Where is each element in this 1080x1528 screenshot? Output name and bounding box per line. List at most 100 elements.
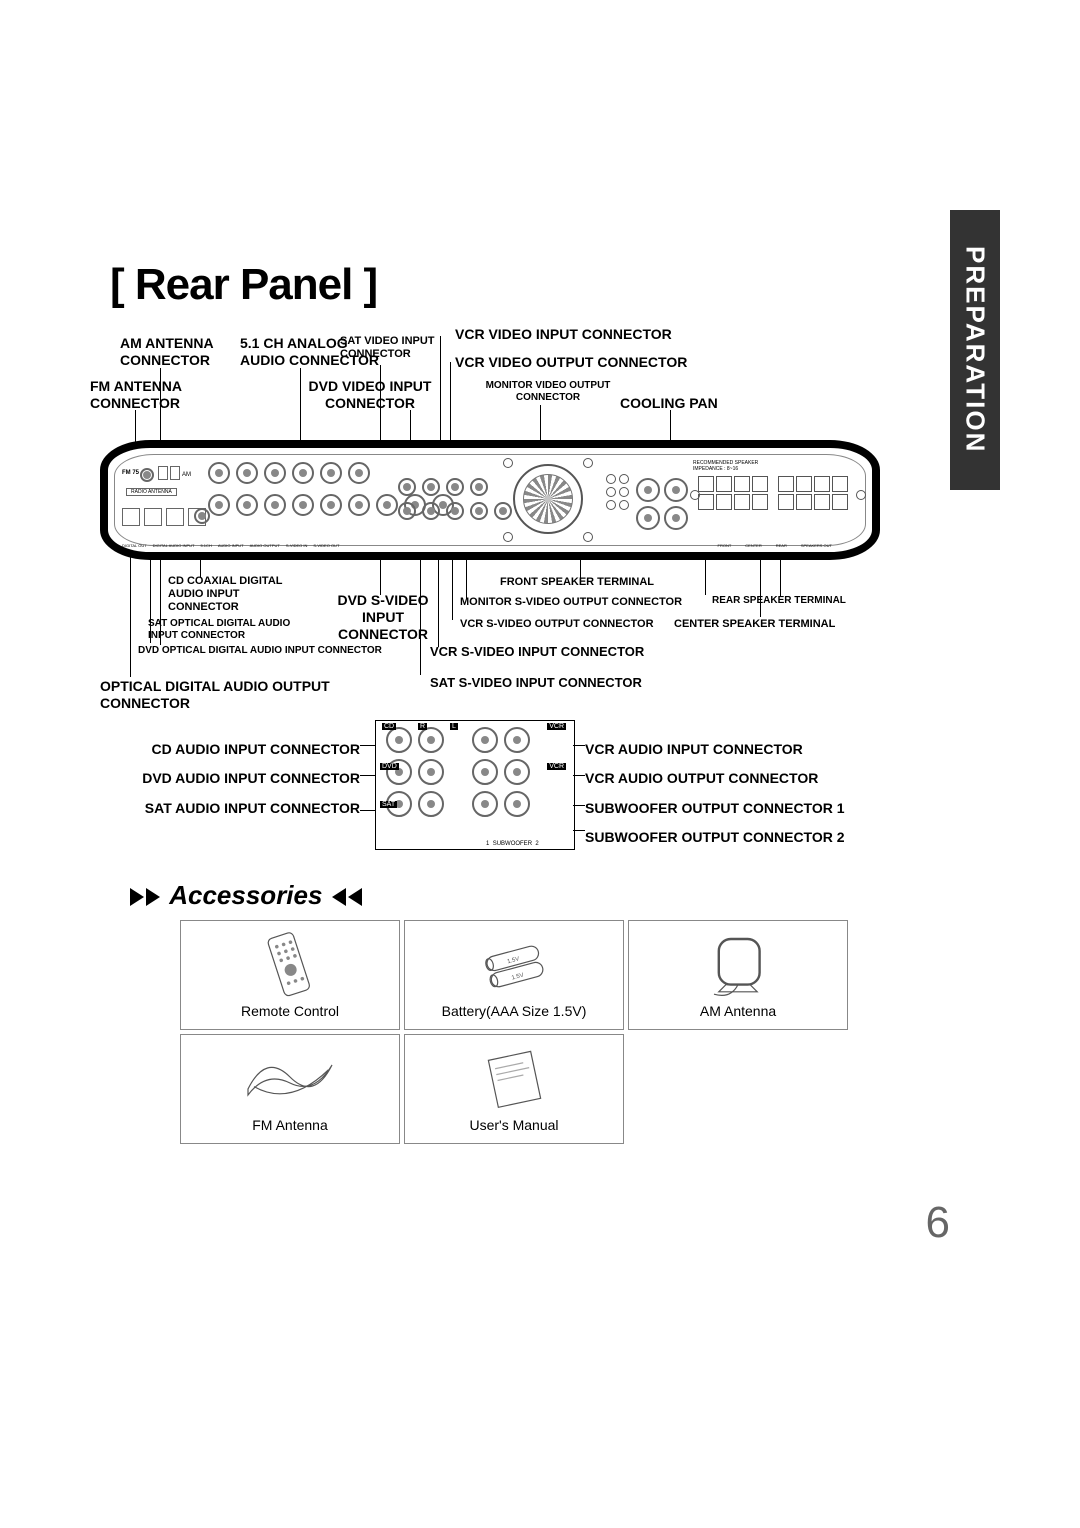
leader-line [440,336,441,451]
cluster-sub-label: 1 SUBWOOFER 2 [486,841,539,847]
label-vcr-video-in: VCR VIDEO INPUT CONNECTOR [455,326,672,343]
jack-row [398,502,512,520]
triangle-left-icon [348,888,362,906]
big-terminal [636,506,660,530]
accessories-heading: Accessories [130,880,362,911]
label-dvd-svideo: DVD S-VIDEO INPUT CONNECTOR [328,592,438,642]
list-item: CD AUDIO INPUT CONNECTOR [100,735,360,764]
list-item: SUBWOOFER OUTPUT CONNECTOR 2 [585,823,845,852]
leader-line [573,775,585,776]
screw-icon [690,490,700,500]
label-vcr-svideo-out: VCR S-VIDEO OUTPUT CONNECTOR [460,618,654,631]
jack-row [208,462,370,484]
label-optical-out: OPTICAL DIGITAL AUDIO OUTPUT CONNECTOR [100,678,350,712]
leader-line [438,555,439,647]
label-cd-coax: CD COAXIAL DIGITAL AUDIO INPUT CONNECTOR [168,575,308,615]
panel-text: AM [182,472,191,478]
leader-line [300,368,301,448]
label-center-spk: CENTER SPEAKER TERMINAL [674,618,835,631]
leader-line [360,775,375,776]
panel-text: FM 75 [122,470,139,476]
leader-line [760,555,761,617]
coax-port [194,508,210,524]
screw-cluster [606,474,629,510]
list-item: VCR AUDIO INPUT CONNECTOR [585,735,845,764]
list-item: SUBWOOFER OUTPUT CONNECTOR 1 [585,794,845,823]
leader-line [705,555,706,595]
panel-text: RECOMMENDED SPEAKER IMPEDANCE : 8~16 [693,460,783,472]
label-fm-antenna: FM ANTENNA CONNECTOR [90,378,210,412]
label-am-antenna: AM ANTENNA CONNECTOR [120,335,240,369]
label-rear-spk: REAR SPEAKER TERMINAL [712,595,846,607]
page-number: 6 [926,1198,950,1248]
leader-line [130,555,131,677]
big-terminal [664,478,688,502]
panel-bottom-labels: FRONT CENTER REAR SPEAKERS OUT [718,543,832,548]
speaker-terminal [778,476,848,510]
label-vcr-video-out: VCR VIDEO OUTPUT CONNECTOR [455,354,687,371]
section-tab: PREPARATION [950,210,1000,490]
screw-icon [503,532,513,542]
left-connector-list: CD AUDIO INPUT CONNECTOR DVD AUDIO INPUT… [100,735,360,823]
leader-line [160,368,161,448]
accessory-cell: 1.5V 1.5V Battery(AAA Size 1.5V) [404,920,624,1030]
accessory-cell: FM Antenna [180,1034,400,1144]
label-sat-video: SAT VIDEO INPUT CONNECTOR [340,335,450,361]
triangle-right-icon [130,888,144,906]
leader-line [360,810,375,811]
leader-line [420,555,421,675]
leader-line [380,365,381,450]
accessory-caption: FM Antenna [252,1117,328,1133]
screw-icon [503,458,513,468]
accessory-cell: User's Manual [404,1034,624,1144]
leader-line [360,745,375,746]
label-monitor-svideo: MONITOR S-VIDEO OUTPUT CONNECTOR [460,596,682,609]
jack-row [398,478,488,496]
leader-line [573,830,585,831]
leader-line [573,745,585,746]
label-dvd-video-in: DVD VIDEO INPUT CONNECTOR [300,378,440,412]
label-sat-optical: SAT OPTICAL DIGITAL AUDIO INPUT CONNECTO… [148,618,318,642]
label-front-spk: FRONT SPEAKER TERMINAL [500,576,654,589]
leader-line [150,555,151,643]
fan-icon [513,464,583,534]
manual-icon [454,1041,574,1113]
accessory-caption: Remote Control [241,1003,339,1019]
leader-line [573,805,585,806]
audio-jack-cluster: CD R L VCR DVD VCR SAT 1 SUBWOOFER 2 [375,720,575,850]
leader-line [780,555,781,597]
fm-antenna-icon [230,1041,350,1113]
label-dvd-optical: DVD OPTICAL DIGITAL AUDIO INPUT CONNECTO… [138,645,398,657]
leader-line [450,362,451,452]
leader-line [466,555,467,599]
triangle-right-icon [146,888,160,906]
screw-icon [583,532,593,542]
label-monitor-video-out: MONITOR VIDEO OUTPUT CONNECTOR [478,380,618,404]
accessory-cell: Remote Control [180,920,400,1030]
accessory-cell: AM Antenna [628,920,848,1030]
big-terminal [664,506,688,530]
accessory-caption: Battery(AAA Size 1.5V) [442,1003,587,1019]
label-vcr-svideo-in: VCR S-VIDEO INPUT CONNECTOR [430,644,644,660]
manual-page: PREPARATION [ Rear Panel ] AM ANTENNA CO… [0,0,1080,1528]
panel-bottom-labels: DIGITAL OUT DIGITAL AUDIO INPUT 5.1CH AU… [122,543,339,548]
right-connector-list: VCR AUDIO INPUT CONNECTOR VCR AUDIO OUTP… [585,735,845,853]
accessories-grid: Remote Control 1.5V 1.5V Battery(AAA Siz… [180,920,848,1144]
label-sat-svideo-in: SAT S-VIDEO INPUT CONNECTOR [430,675,642,691]
remote-icon [230,927,350,999]
page-title: [ Rear Panel ] [110,260,377,310]
label-cooling-pan: COOLING PAN [620,395,718,412]
leader-line [380,555,381,595]
accessory-caption: AM Antenna [700,1003,776,1019]
screw-icon [583,458,593,468]
am-terminal [158,466,180,480]
triangle-left-icon [332,888,346,906]
accessory-caption: User's Manual [469,1117,558,1133]
list-item: VCR AUDIO OUTPUT CONNECTOR [585,764,845,793]
speaker-terminal [698,476,768,510]
leader-line [200,555,201,577]
am-antenna-icon [678,927,798,999]
leader-line [580,555,581,579]
list-item: DVD AUDIO INPUT CONNECTOR [100,764,360,793]
leader-line [452,555,453,620]
